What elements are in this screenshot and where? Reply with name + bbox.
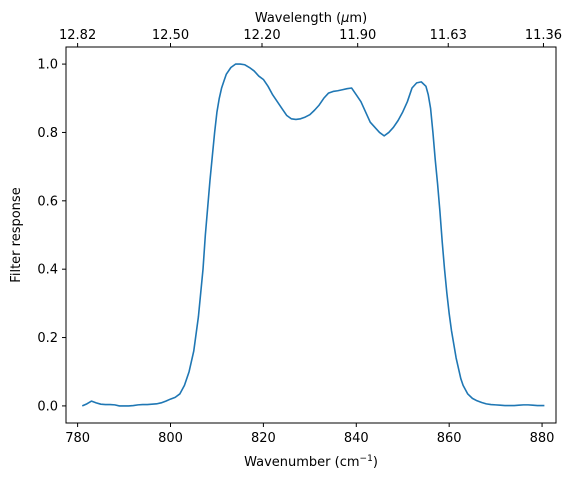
- top-tick-label: 12.82: [59, 28, 96, 43]
- x-tick-label: 840: [344, 431, 369, 446]
- top-tick-label: 11.36: [525, 28, 562, 43]
- x-axis-title: Wavenumber (cm−1): [244, 454, 378, 470]
- y-tick-label: 0.4: [37, 263, 58, 278]
- y-tick-label: 0.0: [37, 399, 58, 414]
- y-axis: 0.0 0.2 0.4 0.6 0.8 1.0: [37, 58, 66, 414]
- x-tick-label: 860: [437, 431, 462, 446]
- y-tick-label: 0.8: [37, 126, 58, 141]
- x-tick-label: 780: [65, 431, 90, 446]
- y-tick-label: 0.6: [37, 194, 58, 209]
- filter-response-line: [81, 63, 545, 407]
- plot-area: [81, 63, 545, 407]
- top-tick-label: 12.50: [152, 28, 189, 43]
- bottom-x-axis: 780 800 820 840 860 880: [65, 423, 554, 446]
- top-tick-label: 11.90: [339, 28, 376, 43]
- plot-frame: [65, 46, 557, 424]
- top-tick-label: 11.63: [430, 28, 467, 43]
- y-tick-label: 0.2: [37, 331, 58, 346]
- x-tick-label: 800: [158, 431, 183, 446]
- y-axis-title: Filter response: [9, 187, 24, 282]
- x-tick-label: 820: [251, 431, 276, 446]
- top-tick-label: 12.20: [243, 28, 280, 43]
- y-tick-label: 1.0: [37, 58, 58, 73]
- top-axis-title: Wavelength (μm): [255, 11, 367, 26]
- top-x-axis: 12.82 12.50 12.20 11.90 11.63 11.36: [59, 28, 562, 47]
- x-tick-label: 880: [530, 431, 555, 446]
